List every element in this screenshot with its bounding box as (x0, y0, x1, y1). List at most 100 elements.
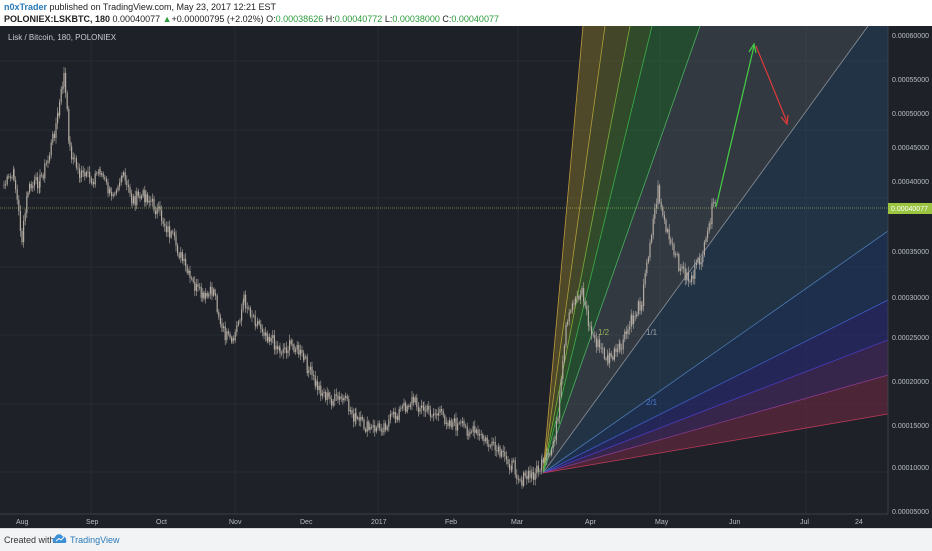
candle-body (613, 348, 615, 360)
candle-body (124, 172, 126, 181)
candle-body (340, 396, 342, 399)
candle-body (351, 410, 353, 415)
candle-body (422, 405, 424, 408)
candle-body (631, 315, 633, 325)
up-projection-arrow[interactable] (715, 45, 755, 208)
candle-body (24, 213, 26, 221)
candle-body (50, 142, 52, 156)
candle-body (531, 472, 533, 474)
candle-body (71, 146, 73, 160)
candle-body (647, 257, 649, 263)
candle-body (142, 190, 144, 196)
candle-body (94, 173, 96, 185)
candle-body (117, 186, 119, 191)
author-link[interactable]: n0xTrader (4, 2, 48, 12)
time-axis[interactable] (0, 514, 932, 528)
candle-body (296, 344, 298, 350)
candle-body (531, 473, 533, 478)
candle-body (544, 458, 546, 460)
candle-body (393, 411, 395, 415)
footer-bar: Created with TradingView (0, 528, 932, 551)
candle-body (133, 196, 135, 204)
candle-body (555, 421, 557, 441)
candle-body (123, 172, 125, 176)
candle-body (417, 406, 419, 412)
candle-body (630, 315, 632, 327)
candle-body (517, 479, 519, 480)
candle-body (363, 419, 365, 429)
chart-area[interactable]: 1/2 1/1 2/1 Lisk / Bitcoin, 180, POLONIE… (0, 26, 932, 528)
candle-body (466, 426, 468, 436)
candle-body (269, 336, 271, 342)
candle-body (131, 201, 133, 204)
candle-body (175, 238, 177, 246)
candle-body (652, 218, 654, 236)
fan-label-2-1: 2/1 (646, 398, 658, 407)
candle-body (289, 340, 291, 351)
created-with-text: Created with (4, 535, 55, 545)
candle-body (292, 344, 294, 345)
candle-body (355, 413, 357, 419)
candle-body (263, 332, 265, 336)
candle-body (309, 366, 311, 371)
candle-body (554, 440, 556, 442)
candle-body (468, 433, 470, 436)
candle-body (559, 396, 561, 418)
tradingview-link[interactable]: TradingView (70, 535, 120, 545)
candle-body (188, 270, 190, 273)
candle-body (541, 459, 543, 471)
candle-body (248, 307, 250, 309)
candle-body (557, 417, 559, 422)
candle-body (607, 355, 609, 364)
candle-body (615, 348, 617, 352)
candle-body (266, 332, 268, 341)
last-price: 0.00040077 (112, 14, 161, 24)
candle-body (229, 333, 231, 338)
candle-body (272, 335, 274, 339)
candle-body (507, 459, 509, 465)
candle-body (450, 420, 452, 428)
candle-body (99, 169, 101, 175)
candle-body (394, 411, 396, 419)
candle-body (408, 406, 410, 408)
candle-body (349, 410, 351, 412)
candle-body (162, 220, 164, 224)
candle-body (643, 284, 645, 307)
candle-body (84, 172, 86, 177)
candle-body (343, 397, 345, 401)
price-tick: 0.00040000 (892, 179, 929, 186)
candle-body (9, 176, 11, 178)
candle-body (516, 474, 518, 480)
candle-body (591, 326, 593, 335)
price-axis[interactable] (888, 26, 932, 528)
projection-arrows[interactable] (715, 42, 789, 208)
candlestick-series[interactable] (3, 66, 716, 489)
gann-fan[interactable] (542, 26, 888, 474)
candle-body (295, 349, 297, 352)
candle-body (624, 331, 626, 340)
candle-body (562, 361, 564, 380)
candle-body (491, 441, 493, 446)
price-tick: 0.00050000 (892, 111, 929, 118)
down-projection-arrow[interactable] (755, 45, 788, 123)
candle-body (325, 392, 327, 400)
candle-body (314, 375, 316, 386)
candle-body (329, 396, 331, 399)
candle-body (239, 320, 241, 322)
candle-body (320, 385, 322, 396)
candle-body (189, 270, 191, 278)
candle-body (223, 326, 225, 329)
candle-body (514, 460, 516, 475)
candle-body (177, 245, 179, 254)
candle-body (714, 202, 716, 204)
candle-body (49, 155, 51, 161)
candle-body (703, 242, 705, 256)
candle-body (679, 268, 681, 271)
candle-body (499, 446, 501, 457)
candle-body (218, 312, 220, 318)
time-tick: Sep (86, 519, 99, 526)
time-tick: Aug (16, 519, 29, 526)
candle-body (599, 339, 601, 348)
chart-canvas[interactable]: 1/2 1/1 2/1 Lisk / Bitcoin, 180, POLONIE… (0, 26, 932, 528)
candle-body (254, 315, 256, 326)
